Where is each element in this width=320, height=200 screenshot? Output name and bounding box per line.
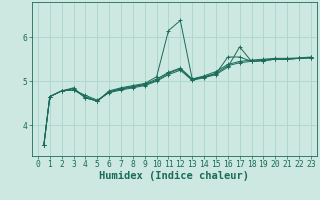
X-axis label: Humidex (Indice chaleur): Humidex (Indice chaleur) — [100, 171, 249, 181]
